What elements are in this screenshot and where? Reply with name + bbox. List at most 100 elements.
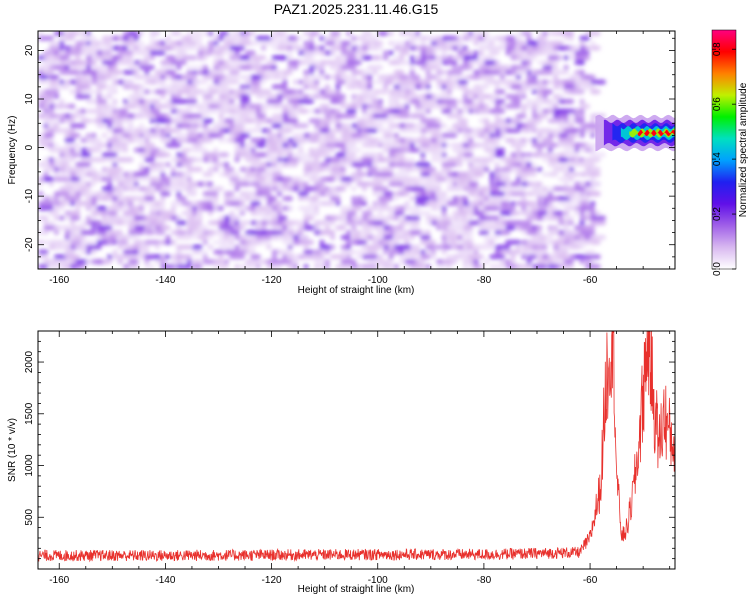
spectrogram-cell xyxy=(404,137,415,143)
spectrogram-cell xyxy=(478,264,484,269)
spectrogram-cell xyxy=(361,210,373,216)
x-tick-label: -80 xyxy=(477,275,492,286)
spectrogram-cell xyxy=(117,60,134,65)
spectrogram-cell xyxy=(414,108,421,114)
spectrogram-cell xyxy=(303,69,309,75)
spectrogram-cell xyxy=(96,230,107,235)
spectrogram-cell xyxy=(255,186,272,192)
spectrogram-cell xyxy=(266,176,272,182)
spectrogram-cell xyxy=(133,205,139,211)
spectrogram-cell xyxy=(420,99,431,104)
spectrogram-cell xyxy=(367,84,373,90)
spectrogram-cell xyxy=(96,84,107,90)
spectrogram-cell xyxy=(537,40,548,46)
spectrogram-cell xyxy=(409,35,421,41)
spectrogram-cell xyxy=(499,201,511,206)
spectrogram-cell xyxy=(91,40,102,46)
spectrogram-cell xyxy=(409,181,415,187)
spectrogram-cell xyxy=(38,74,49,80)
spectrogram-cell xyxy=(303,210,309,216)
spectrogram-cell xyxy=(521,84,527,90)
spectrogram-cell xyxy=(505,196,511,201)
spectrogram-cell xyxy=(473,94,479,99)
spectrogram-cell xyxy=(48,94,54,99)
spectrogram-cell xyxy=(101,50,107,56)
spectrogram-cell xyxy=(441,205,447,211)
spectrogram-cell xyxy=(144,239,161,245)
spectrogram-cell xyxy=(399,45,405,51)
spectrogram-cell xyxy=(191,244,203,250)
spectrogram-cell xyxy=(75,235,81,240)
spectrogram-cell xyxy=(441,162,458,167)
spectrogram-cell xyxy=(186,167,203,172)
spectrogram-cell xyxy=(468,137,474,143)
spectrogram-cell xyxy=(229,89,235,95)
spectrogram-cell xyxy=(138,210,145,216)
spectrogram-cell xyxy=(515,69,527,75)
spectrogram-cell xyxy=(218,65,235,70)
spectrogram-cell xyxy=(494,45,506,51)
spectrogram-cell xyxy=(298,142,304,148)
spectrogram-cell xyxy=(239,55,251,61)
spectrogram-cell xyxy=(218,225,235,231)
spectrogram-cell xyxy=(377,137,394,143)
spectrogram-cell xyxy=(330,108,336,114)
spectrogram-cell xyxy=(64,65,70,70)
spectrogram-cell xyxy=(468,162,474,167)
spectrogram-cell xyxy=(547,142,559,148)
spectrogram-cell xyxy=(138,162,145,167)
spectrogram-cell xyxy=(154,162,166,167)
spectrogram-cell xyxy=(266,167,283,172)
spectrogram-cell xyxy=(409,65,415,70)
spectrogram-cell xyxy=(48,84,60,90)
spectrogram-cell xyxy=(441,133,458,138)
spectrogram-cell xyxy=(282,147,293,153)
spectrogram-cell xyxy=(91,65,107,70)
spectrogram-cell xyxy=(64,60,70,65)
colorbar: 0.00.20.40.60.8 Normalized spectral ampl… xyxy=(711,29,749,276)
spectrogram-cell xyxy=(537,235,548,240)
spectrogram-cell xyxy=(229,239,235,245)
spectrogram-cell xyxy=(176,108,192,114)
spectrogram-cell xyxy=(260,225,267,231)
spectrogram-cell xyxy=(409,147,421,153)
spectrogram-cell xyxy=(250,147,256,153)
spectrogram-cell xyxy=(223,230,230,235)
spectrogram-cell xyxy=(372,205,378,211)
spectrogram-cell xyxy=(356,118,368,124)
spectrogram-cell xyxy=(197,235,208,240)
spectrogram-cell xyxy=(372,69,378,75)
spectrogram-cell xyxy=(239,147,245,153)
spectrogram-cell xyxy=(457,210,468,216)
spectrogram-cell xyxy=(547,259,553,265)
spectrogram-cell xyxy=(452,79,458,85)
spectrogram-cell xyxy=(584,186,596,192)
spectrogram-cell xyxy=(303,220,309,226)
spectrogram-cell xyxy=(165,45,171,51)
spectrogram-cell xyxy=(101,152,118,158)
spectrogram-cell xyxy=(154,152,171,158)
spectrogram-cell xyxy=(425,69,431,75)
spectrogram-cell xyxy=(537,205,548,211)
spectrogram-cell xyxy=(367,162,373,167)
spectrogram-cell xyxy=(425,65,442,70)
spectrogram-cell xyxy=(43,142,49,148)
spectrogram-cell xyxy=(266,230,272,235)
spectrogram-cell xyxy=(287,152,293,158)
spectrogram-cell xyxy=(542,50,559,56)
spectrogram-cell xyxy=(420,133,426,138)
spectrogram-cell xyxy=(38,35,54,41)
spectrogram-cell xyxy=(441,108,452,114)
spectrogram-cell xyxy=(399,259,405,265)
spectrogram-cell xyxy=(59,205,65,211)
spectrogram-cell xyxy=(558,254,569,260)
spectrogram-cell xyxy=(361,196,368,201)
spectrogram-cell xyxy=(38,264,49,269)
spectrogram-cell xyxy=(483,215,500,221)
spectrogram-cell xyxy=(107,103,118,109)
spectrogram-cell xyxy=(377,191,383,197)
spectrogram-cell xyxy=(303,171,309,177)
spectrogram-cell xyxy=(202,201,214,206)
spectrogram-cell xyxy=(122,205,129,211)
bright-feature-contour xyxy=(637,129,675,137)
